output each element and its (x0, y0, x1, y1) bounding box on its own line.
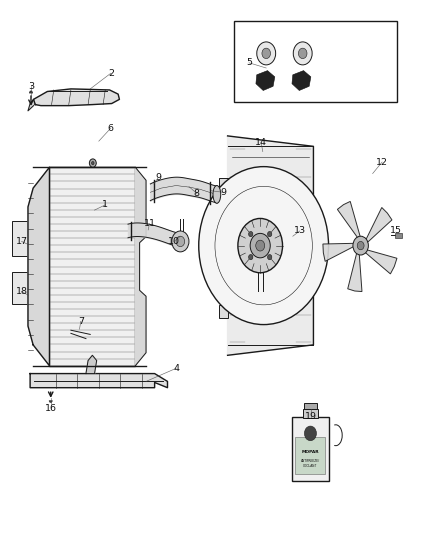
Circle shape (89, 159, 96, 167)
Text: 16: 16 (45, 404, 57, 413)
Text: 10: 10 (168, 237, 180, 246)
Circle shape (249, 255, 253, 260)
Polygon shape (135, 167, 146, 366)
Text: 13: 13 (293, 227, 306, 236)
Text: 3: 3 (28, 82, 34, 91)
Circle shape (268, 231, 272, 237)
Circle shape (353, 236, 368, 255)
FancyBboxPatch shape (292, 417, 329, 481)
Circle shape (262, 48, 271, 59)
Polygon shape (348, 252, 362, 292)
Polygon shape (29, 91, 33, 93)
Ellipse shape (213, 185, 221, 203)
Circle shape (357, 241, 364, 250)
Text: 6: 6 (108, 124, 114, 133)
Text: 18: 18 (16, 287, 28, 296)
Circle shape (176, 236, 185, 247)
Circle shape (250, 233, 270, 258)
FancyBboxPatch shape (12, 221, 28, 256)
Text: 9: 9 (155, 173, 161, 182)
Circle shape (298, 48, 307, 59)
Bar (303, 409, 318, 418)
Bar (395, 232, 402, 238)
Polygon shape (228, 136, 314, 356)
Text: 1: 1 (102, 200, 108, 209)
Polygon shape (28, 99, 34, 111)
Circle shape (92, 161, 94, 165)
Polygon shape (28, 167, 49, 366)
Polygon shape (86, 356, 97, 374)
Text: 17: 17 (16, 237, 28, 246)
Circle shape (304, 426, 316, 441)
Text: 14: 14 (255, 138, 267, 147)
Polygon shape (365, 207, 392, 243)
Text: 19: 19 (305, 413, 317, 422)
Text: 2: 2 (108, 69, 114, 78)
Circle shape (199, 167, 328, 325)
Circle shape (238, 219, 283, 273)
Text: 4: 4 (173, 364, 179, 373)
Bar (295, 438, 325, 474)
Circle shape (293, 42, 312, 65)
Circle shape (257, 42, 276, 65)
Circle shape (172, 231, 189, 252)
Polygon shape (292, 71, 311, 91)
Text: 5: 5 (246, 58, 252, 67)
Text: MOPAR: MOPAR (302, 450, 319, 455)
Polygon shape (256, 71, 275, 91)
Text: 11: 11 (144, 219, 155, 228)
Polygon shape (323, 244, 354, 261)
Circle shape (256, 240, 265, 251)
Bar (219, 305, 229, 318)
Text: 12: 12 (376, 158, 388, 166)
Text: 15: 15 (390, 227, 402, 236)
Bar (219, 178, 229, 190)
Bar (304, 403, 317, 409)
Text: 7: 7 (78, 317, 84, 326)
Polygon shape (337, 201, 360, 238)
Polygon shape (49, 167, 135, 366)
Text: ANTIFREEZE/
COOLANT: ANTIFREEZE/ COOLANT (301, 459, 320, 468)
Polygon shape (30, 374, 167, 387)
Polygon shape (34, 89, 120, 106)
Polygon shape (49, 401, 53, 402)
Circle shape (249, 231, 253, 237)
Bar (234, 21, 397, 102)
Circle shape (268, 255, 272, 260)
Polygon shape (364, 249, 397, 274)
FancyBboxPatch shape (12, 272, 28, 304)
Text: 9: 9 (220, 188, 226, 197)
Text: 8: 8 (194, 189, 200, 198)
